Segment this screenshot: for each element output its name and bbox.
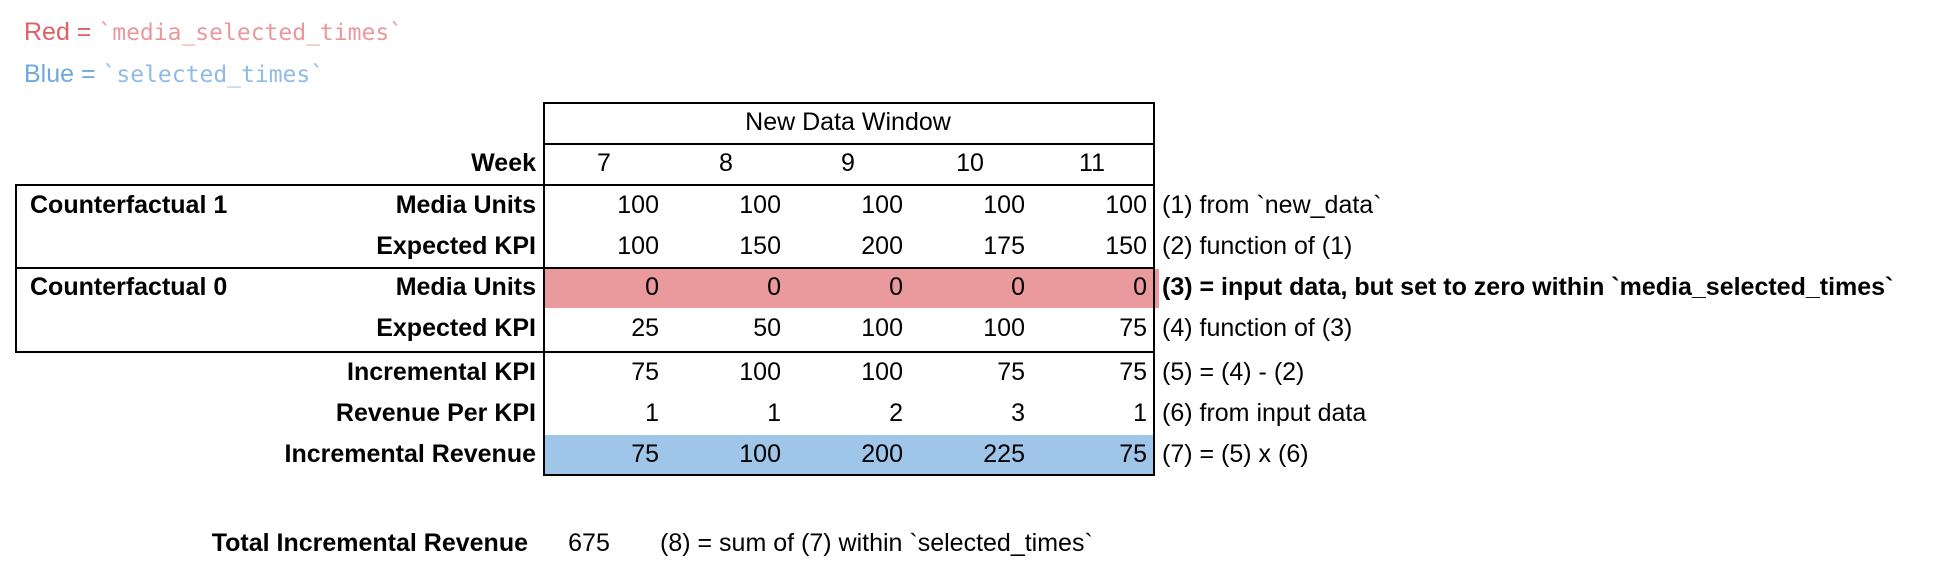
cell: 1 (645, 399, 659, 427)
header-divider (543, 143, 1155, 145)
week-9: 9 (841, 149, 855, 177)
counterfactual-0-label: Counterfactual 0 (30, 273, 228, 301)
cell: 150 (1105, 232, 1147, 260)
cell: 100 (739, 358, 781, 386)
cell: 0 (1011, 273, 1025, 301)
cell: 75 (1119, 358, 1147, 386)
cell: 100 (861, 191, 903, 219)
cell: 200 (861, 440, 903, 468)
annotation-1: (1) from `new_data` (1162, 191, 1382, 219)
legend-blue-label: Blue = (24, 60, 96, 88)
legend-red-code: `media_selected_times` (98, 20, 404, 46)
cell: 0 (889, 273, 903, 301)
cell: 75 (631, 440, 659, 468)
cf0-bottom-divider (15, 351, 1155, 353)
cell: 100 (861, 358, 903, 386)
cell: 100 (1105, 191, 1147, 219)
cell: 25 (631, 314, 659, 342)
table-top-border (543, 102, 1155, 104)
annotation-5: (5) = (4) - (2) (1162, 358, 1305, 386)
annotation-2: (2) function of (1) (1162, 232, 1353, 260)
week-label: Week (471, 149, 536, 177)
cell: 0 (767, 273, 781, 301)
week-8: 8 (719, 149, 733, 177)
annotation-6: (6) from input data (1162, 399, 1367, 427)
legend-blue: Blue = `selected_times` (24, 58, 324, 91)
legend-red-label: Red = (24, 18, 92, 46)
cell: 75 (997, 358, 1025, 386)
table-header: New Data Window (745, 108, 951, 136)
cell: 200 (861, 232, 903, 260)
group-box-left-border (15, 184, 17, 353)
table-bottom-border (543, 474, 1155, 476)
cell: 3 (1011, 399, 1025, 427)
red-highlight-band (545, 269, 1159, 308)
cell: 1 (1133, 399, 1147, 427)
cell: 100 (739, 191, 781, 219)
annotation-3: (3) = input data, but set to zero within… (1162, 273, 1894, 301)
cell: 75 (1119, 314, 1147, 342)
cell: 0 (1133, 273, 1147, 301)
cell: 75 (1119, 440, 1147, 468)
cell: 100 (861, 314, 903, 342)
total-value: 675 (568, 529, 610, 557)
cell: 50 (753, 314, 781, 342)
cell: 100 (617, 232, 659, 260)
total-label: Total Incremental Revenue (211, 529, 528, 557)
cell: 100 (983, 314, 1025, 342)
row-label-revenue-per-kpi: Revenue Per KPI (335, 399, 536, 427)
cell: 2 (889, 399, 903, 427)
cf1-cf0-divider (15, 267, 1155, 269)
counterfactual-1-label: Counterfactual 1 (30, 191, 228, 219)
row-label-incremental-revenue: Incremental Revenue (284, 440, 537, 468)
row-label-media-units-cf0: Media Units (395, 273, 536, 301)
table-right-border (1153, 102, 1155, 476)
table-left-border (543, 102, 545, 476)
legend-red: Red = `media_selected_times` (24, 16, 403, 49)
legend-blue-code: `selected_times` (102, 62, 325, 88)
week-divider (15, 184, 1155, 186)
cell: 0 (645, 273, 659, 301)
cell: 100 (739, 440, 781, 468)
cell: 1 (767, 399, 781, 427)
week-10: 10 (956, 149, 984, 177)
row-label-expected-kpi-cf1: Expected KPI (376, 232, 536, 260)
week-11: 11 (1079, 149, 1105, 177)
week-7: 7 (597, 149, 611, 177)
cell: 175 (983, 232, 1025, 260)
annotation-4: (4) function of (3) (1162, 314, 1353, 342)
row-label-incremental-kpi: Incremental KPI (347, 358, 536, 386)
annotation-7: (7) = (5) x (6) (1162, 440, 1309, 468)
cell: 150 (739, 232, 781, 260)
cell: 225 (983, 440, 1025, 468)
cell: 100 (617, 191, 659, 219)
row-label-expected-kpi-cf0: Expected KPI (376, 314, 536, 342)
cell: 75 (631, 358, 659, 386)
annotation-8: (8) = sum of (7) within `selected_times` (660, 529, 1093, 557)
blue-highlight-band (545, 435, 1153, 474)
cell: 100 (983, 191, 1025, 219)
row-label-media-units-cf1: Media Units (395, 191, 536, 219)
